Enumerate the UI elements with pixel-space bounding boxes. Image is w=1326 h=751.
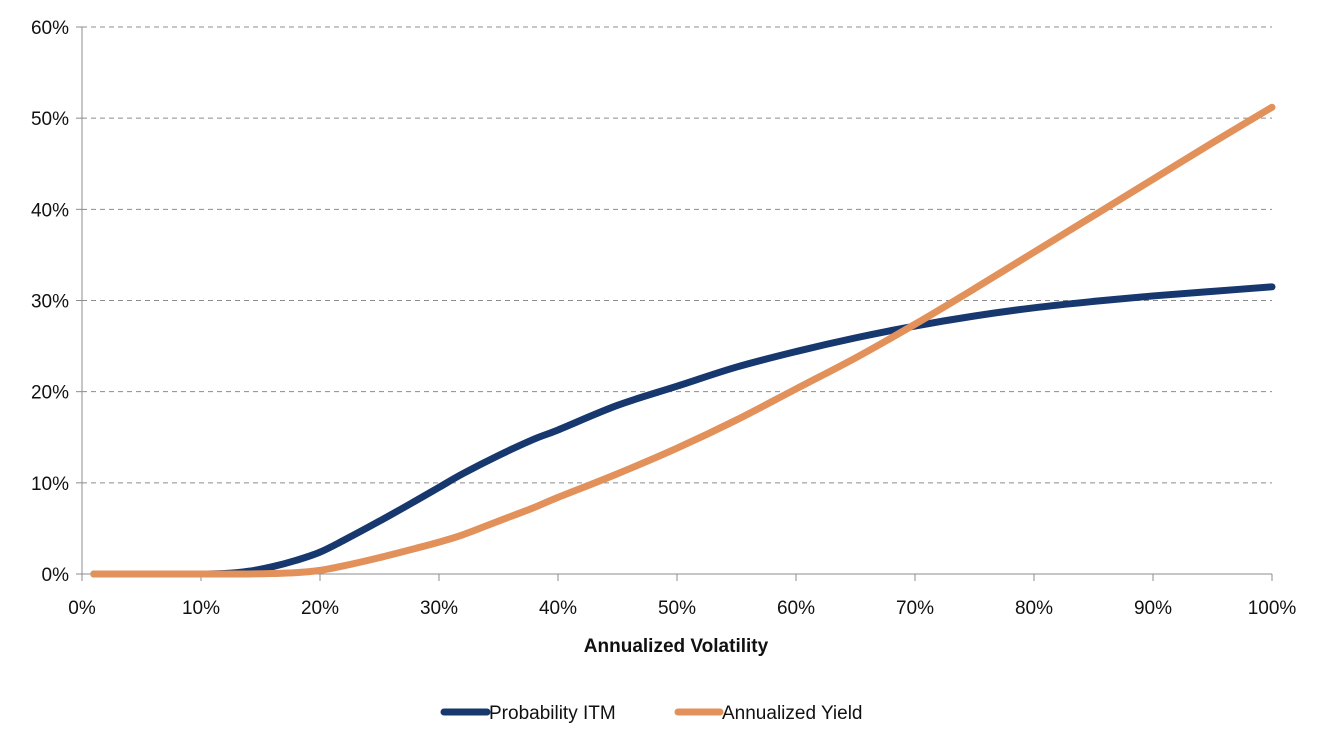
x-tick-label: 70% [896,598,934,619]
y-tick-label: 40% [31,200,69,221]
x-tick-label: 10% [182,598,220,619]
x-tick-label: 50% [658,598,696,619]
y-tick-label: 20% [31,383,69,404]
legend: Probability ITM Annualized Yield [440,703,863,724]
x-axis-title: Annualized Volatility [584,636,769,657]
y-tick-label: 30% [31,292,69,313]
series-line-annualized-yield [90,103,1276,578]
x-axis-ticks: 0% 10% 20% 30% 40% 50% 60% 70% 80% 90% 100% [68,574,1296,619]
y-axis-ticks: 0% 10% 20% 30% 40% 50% 60% [31,18,82,586]
x-tick-label: 30% [420,598,458,619]
gridlines [82,26,1272,484]
x-tick-label: 40% [539,598,577,619]
series-line-probability-itm [90,283,1276,578]
x-tick-label: 90% [1134,598,1172,619]
x-tick-label: 80% [1015,598,1053,619]
legend-label-probability-itm: Probability ITM [489,703,616,724]
y-tick-label: 60% [31,18,69,39]
y-tick-label: 50% [31,109,69,130]
legend-label-annualized-yield: Annualized Yield [722,703,863,724]
series-lines [90,103,1276,578]
x-tick-label: 60% [777,598,815,619]
x-tick-label: 100% [1248,598,1297,619]
y-tick-label: 0% [42,565,70,586]
x-tick-label: 0% [68,598,96,619]
y-tick-label: 10% [31,474,69,495]
x-tick-label: 20% [301,598,339,619]
